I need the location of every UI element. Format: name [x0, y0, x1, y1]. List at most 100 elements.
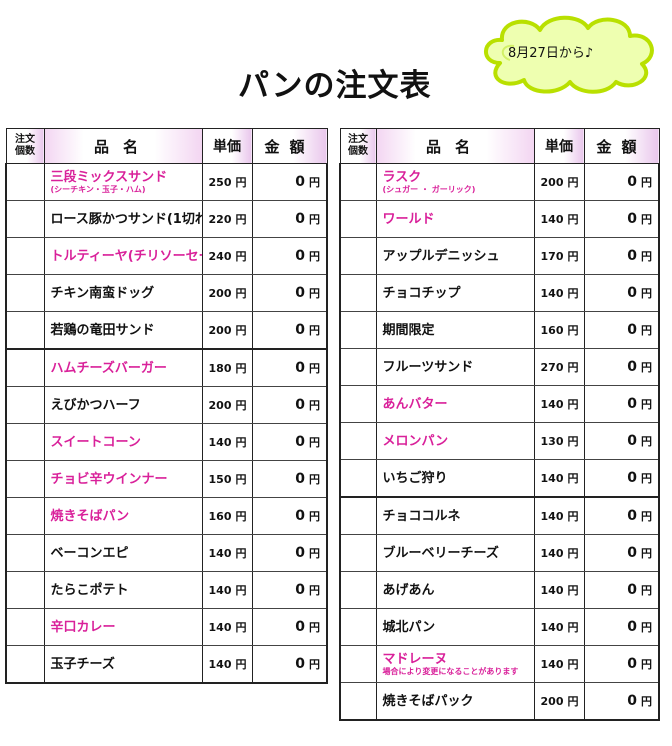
table-row: 若鶏の竜田サンド 200 円 0 円: [5, 311, 328, 350]
item-name: 期間限定: [382, 322, 435, 338]
qty-cell[interactable]: [5, 571, 45, 609]
item-name: あげあん: [382, 582, 435, 598]
unit-price-cell: 140 円: [201, 608, 253, 646]
qty-cell[interactable]: [5, 645, 45, 684]
item-name: チキン南蛮ドッグ: [50, 285, 155, 301]
qty-cell[interactable]: [5, 200, 45, 238]
item-name-cell: たらこポテト: [43, 571, 203, 609]
qty-cell[interactable]: [339, 571, 377, 609]
unit-price-cell: 140 円: [201, 534, 253, 572]
qty-cell[interactable]: [5, 608, 45, 646]
table-row: 期間限定 160 円 0 円: [339, 311, 660, 349]
qty-cell[interactable]: [339, 385, 377, 423]
table-row: たらこポテト 140 円 0 円: [5, 571, 328, 609]
item-name: たらこポテト: [50, 582, 129, 598]
qty-cell[interactable]: [5, 163, 45, 201]
qty-cell[interactable]: [5, 423, 45, 461]
item-name: 焼きそばパン: [50, 508, 130, 524]
table-row: マドレーヌ 場合により変更になることがあります 140 円 0 円: [339, 645, 660, 683]
qty-cell[interactable]: [339, 200, 377, 238]
item-name-cell: ラスク (シュガー ・ ガーリック): [375, 163, 535, 201]
unit-price-cell: 240 円: [201, 237, 253, 275]
item-name: あんバター: [382, 396, 448, 412]
header-price: 単価: [533, 128, 585, 164]
unit-price-cell: 170 円: [533, 237, 585, 275]
qty-cell[interactable]: [339, 274, 377, 312]
item-name-cell: あげあん: [375, 571, 535, 609]
qty-cell[interactable]: [339, 163, 377, 201]
item-name-cell: 焼きそばパック: [375, 682, 535, 721]
item-name-cell: 焼きそばパン: [43, 497, 203, 535]
order-table-left: 注文 個数 品名 単価 金額 三段ミックスサンド (シーチキン・玉子・ハム) 250 円…: [5, 128, 328, 684]
qty-cell[interactable]: [339, 348, 377, 386]
item-name-cell: 辛口カレー: [43, 608, 203, 646]
header-name: 品名: [43, 128, 203, 164]
item-name-cell: ロース豚かつサンド(1切れ): [43, 200, 203, 238]
item-name: ロース豚かつサンド(1切れ): [50, 211, 202, 227]
item-name-cell: アップルデニッシュ: [375, 237, 535, 275]
item-name: 玉子チーズ: [50, 656, 115, 672]
item-name-cell: チョコチップ: [375, 274, 535, 312]
header-qty: 注文 個数: [339, 128, 377, 164]
item-note: 場合により変更になることがあります: [382, 666, 519, 676]
item-note: (シーチキン・玉子・ハム): [50, 184, 146, 194]
item-name-cell: 三段ミックスサンド (シーチキン・玉子・ハム): [43, 163, 203, 201]
table-row: 城北パン 140 円 0 円: [339, 608, 660, 646]
qty-cell[interactable]: [339, 534, 377, 572]
unit-price-cell: 200 円: [533, 163, 585, 201]
item-name-cell: チョココルネ: [375, 496, 535, 535]
table-row: ブルーベリーチーズ 140 円 0 円: [339, 534, 660, 572]
item-name-cell: えびかつハーフ: [43, 386, 203, 424]
item-name-cell: スイートコーン: [43, 423, 203, 461]
qty-cell[interactable]: [339, 422, 377, 460]
qty-cell[interactable]: [339, 682, 377, 721]
qty-cell[interactable]: [5, 311, 45, 350]
table-row: あげあん 140 円 0 円: [339, 571, 660, 609]
unit-price-cell: 140 円: [201, 423, 253, 461]
qty-cell[interactable]: [5, 497, 45, 535]
qty-cell[interactable]: [5, 386, 45, 424]
unit-price-cell: 140 円: [533, 534, 585, 572]
qty-cell[interactable]: [339, 311, 377, 349]
item-name-cell: あんバター: [375, 385, 535, 423]
table-row: いちご狩り 140 円 0 円: [339, 459, 660, 498]
qty-cell[interactable]: [5, 237, 45, 275]
qty-cell[interactable]: [5, 348, 45, 387]
table-row: 玉子チーズ 140 円 0 円: [5, 645, 328, 684]
table-row: 焼きそばパン 160 円 0 円: [5, 497, 328, 535]
item-name-cell: ワールド: [375, 200, 535, 238]
item-name: ベーコンエピ: [50, 545, 129, 561]
table-row: ラスク (シュガー ・ ガーリック) 200 円 0 円: [339, 163, 660, 201]
table-row: ベーコンエピ 140 円 0 円: [5, 534, 328, 572]
item-name-cell: メロンパン: [375, 422, 535, 460]
qty-cell[interactable]: [339, 496, 377, 535]
unit-price-cell: 200 円: [201, 386, 253, 424]
item-name-cell: 若鶏の竜田サンド: [43, 311, 203, 350]
qty-cell[interactable]: [5, 534, 45, 572]
item-name-cell: フルーツサンド: [375, 348, 535, 386]
item-name: アップルデニッシュ: [382, 248, 500, 264]
unit-price-cell: 270 円: [533, 348, 585, 386]
qty-cell[interactable]: [339, 645, 377, 683]
item-name: 若鶏の竜田サンド: [50, 322, 155, 338]
qty-cell[interactable]: [5, 460, 45, 498]
qty-cell[interactable]: [5, 274, 45, 312]
qty-cell[interactable]: [339, 237, 377, 275]
unit-price-cell: 140 円: [533, 274, 585, 312]
table-header-row: 注文 個数 品名 単価 金額: [339, 128, 660, 164]
item-name-cell: トルティーヤ(チリソーセージ): [43, 237, 203, 275]
qty-cell[interactable]: [339, 608, 377, 646]
header-qty: 注文 個数: [5, 128, 45, 164]
qty-cell[interactable]: [339, 459, 377, 498]
